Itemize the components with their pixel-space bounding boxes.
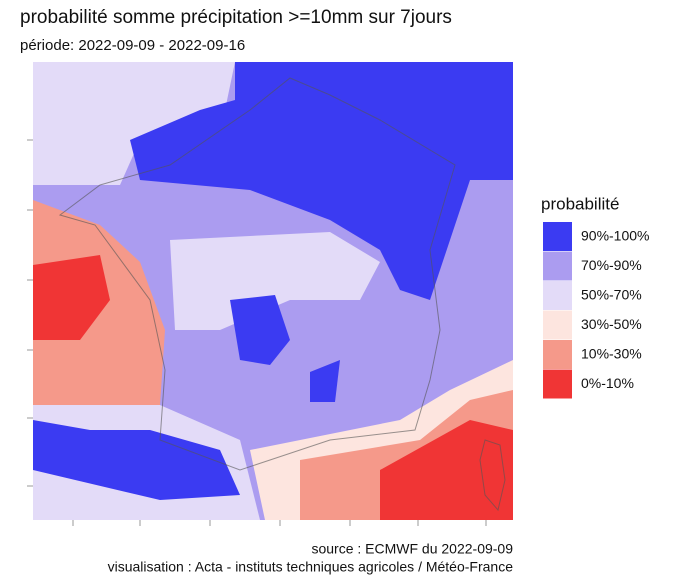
title: probabilité somme précipitation >=10mm s… [20,7,452,28]
map-zone [170,232,380,330]
corsica-outline [479,439,506,512]
axis-ticks [27,139,487,526]
legend-swatch [543,369,572,399]
map-zone [33,62,235,185]
legend-label: 90%-100% [581,228,650,244]
credit: visualisation : Acta - instituts techniq… [108,559,514,575]
legend-swatch [543,251,572,281]
legend-label: 0%-10% [581,375,634,391]
legend: probabilité 90%-100% 70%-90% 50%-70% 30%-50… [541,194,650,399]
map [27,62,513,526]
legend-swatch [543,281,572,310]
legend-label: 10%-30% [581,346,642,362]
source: source : ECMWF du 2022-09-09 [311,541,513,557]
legend-label: 70%-90% [581,257,642,273]
map-zone [230,295,290,365]
map-zone [33,255,110,340]
legend-swatch [543,222,572,251]
map-zone [130,62,513,300]
legend-title: probabilité [541,194,619,213]
map-zone [33,420,240,500]
legend-swatch [543,340,572,369]
legend-label: 30%-50% [581,316,642,332]
map-zone [310,360,340,402]
legend-label: 50%-70% [581,287,642,303]
map-zone [380,420,513,520]
subtitle: période: 2022-09-09 - 2022-09-16 [20,37,245,54]
legend-swatch [543,310,572,340]
france-outline [58,77,456,471]
